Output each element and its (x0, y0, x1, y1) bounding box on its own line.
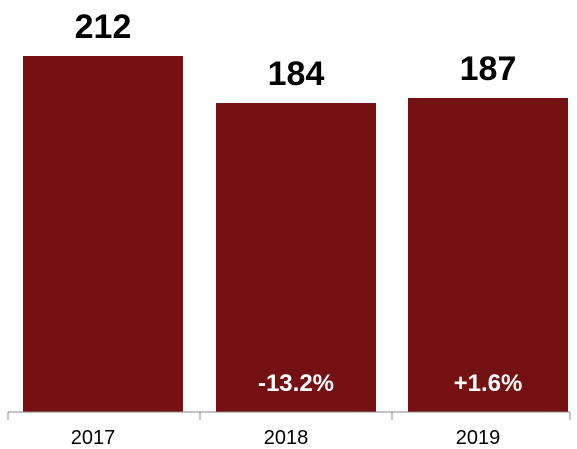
value-label-2017: 212 (75, 8, 132, 46)
labels-group: 212 2017 184 -13.2% 2018 187 +1.6% 2019 (71, 8, 523, 449)
x-axis-ticks (7, 412, 571, 420)
bar-2019 (408, 97, 568, 412)
value-label-2019: 187 (460, 50, 517, 88)
x-tick-label-2019: 2019 (456, 427, 501, 449)
bar-2018 (216, 103, 376, 413)
bars-group (23, 56, 568, 413)
change-label-2018: -13.2% (258, 370, 334, 397)
x-tick-label-2018: 2018 (264, 427, 309, 449)
value-label-2018: 184 (268, 55, 325, 93)
change-label-2019: +1.6% (454, 370, 523, 397)
x-tick-label-2017: 2017 (71, 427, 116, 449)
bar-2017 (23, 56, 183, 412)
